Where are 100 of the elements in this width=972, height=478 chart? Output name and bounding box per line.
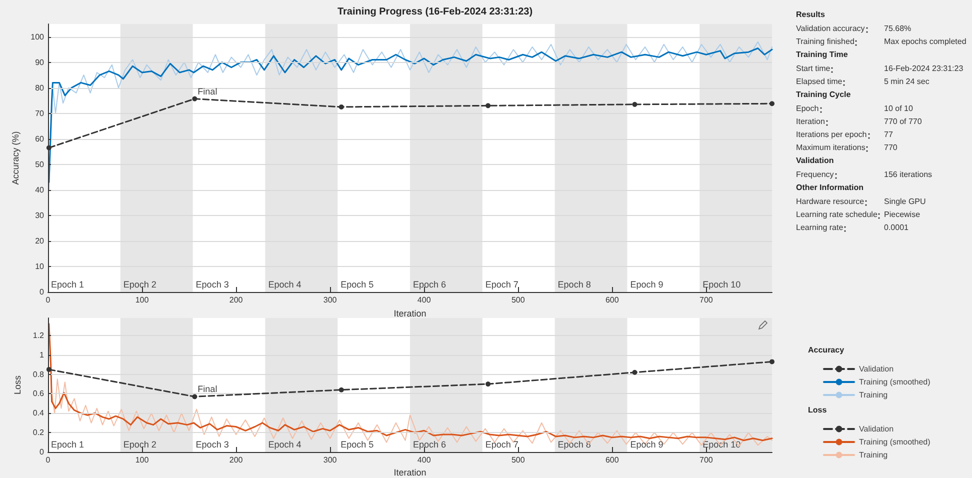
chart-title: Training Progress (16-Feb-2024 23:31:23)	[337, 6, 533, 18]
x-tick-label: 600	[605, 456, 620, 464]
text: 5 min 24 sec	[884, 76, 930, 88]
category-label: Maximum iterations	[796, 142, 866, 154]
x-tick-label: 0	[46, 296, 51, 304]
annotation: Epoch 9	[630, 280, 664, 290]
annotation: Epoch 3	[196, 280, 229, 290]
text: Training Time	[796, 49, 849, 61]
y-tick-label: 90	[35, 58, 45, 67]
text: 16-Feb-2024 23:31:23	[884, 63, 964, 75]
y-tick-label: 50	[35, 160, 45, 169]
annotation: Final	[198, 86, 218, 96]
y-tick-label: 1.2	[32, 330, 45, 340]
x-tick-label: 300	[323, 456, 338, 464]
x-tick-label: 700	[700, 456, 714, 464]
text: Validation	[796, 155, 835, 167]
x-axis-title: Iteration	[394, 308, 426, 318]
annotation: Epoch 1	[51, 280, 84, 290]
y-tick-label: 10	[35, 262, 45, 271]
x-tick-label: 300	[323, 296, 338, 304]
legend-label: Training (smoothed)	[859, 438, 931, 446]
annotation: Epoch 3	[196, 440, 229, 450]
x-tick-label: 200	[229, 456, 244, 464]
text: 77	[884, 129, 893, 141]
x-tick-label: 0	[46, 456, 51, 464]
point	[46, 145, 52, 150]
band-label: Epoch 8	[558, 280, 591, 290]
category-label: Learning rate	[796, 222, 844, 234]
y-tick-label: 0.6	[32, 389, 45, 398]
legend-label: Training	[859, 390, 888, 400]
legend-label: Validation	[859, 364, 894, 374]
point	[632, 102, 638, 107]
text: 75.68%	[884, 23, 912, 35]
band-label: Epoch 4	[268, 440, 302, 450]
text: Piecewise	[884, 209, 920, 221]
text: Max epochs completed	[884, 36, 966, 48]
legend-title: Loss	[808, 406, 828, 414]
x-tick-label: 200	[229, 296, 244, 304]
y-tick-label: 0.2	[32, 428, 45, 438]
category-label: Start time	[796, 63, 830, 75]
point	[338, 104, 344, 110]
y-axis-title: Loss	[12, 374, 22, 395]
x-tick-label: 100	[135, 456, 150, 464]
y-tick-label: 0.4	[32, 408, 45, 418]
annotation: Epoch 1	[51, 440, 84, 450]
legend-label: Training (smoothed)	[859, 378, 931, 386]
text: Results	[796, 9, 826, 21]
x-tick-label: 500	[511, 296, 526, 304]
y-tick-label: 60	[35, 134, 45, 144]
y-tick-label: 0	[40, 448, 45, 456]
legend-title: Accuracy	[808, 346, 845, 354]
annotation: Epoch 5	[340, 440, 374, 450]
category-label: Training finished	[796, 36, 854, 48]
text: Other Information	[796, 182, 865, 194]
point	[486, 103, 491, 108]
point	[192, 96, 198, 102]
text: Training Cycle	[796, 89, 852, 101]
y-tick-label: 0	[40, 288, 45, 296]
x-tick-label: 700	[700, 296, 714, 304]
legend-label: Validation	[859, 424, 894, 434]
y-tick-label: 100	[30, 32, 45, 42]
x-tick-label: 400	[417, 456, 432, 464]
point	[338, 387, 344, 392]
band-label: Epoch 2	[123, 440, 156, 450]
x-tick-label: 100	[135, 296, 150, 304]
category-label: Iterations per epoch	[796, 129, 867, 141]
band-label: Epoch 2	[123, 280, 156, 290]
point	[770, 359, 774, 364]
y-tick-label: 30	[35, 210, 45, 220]
category-label: Iteration	[796, 116, 825, 128]
x-tick-label: 500	[511, 456, 526, 464]
text: 0.0001	[884, 222, 908, 234]
annotation: Epoch 9	[630, 440, 664, 450]
category-label: Validation accuracy	[796, 23, 865, 35]
category-label: Frequency	[796, 169, 834, 181]
category-label: Hardware resource	[796, 196, 864, 208]
y-tick-label: 70	[35, 108, 45, 118]
text: 156 iterations	[884, 169, 932, 181]
band-label: Epoch 10	[702, 280, 741, 290]
point	[770, 101, 774, 106]
x-axis-title: Iteration	[394, 468, 426, 478]
point	[632, 370, 638, 375]
point	[486, 382, 491, 387]
y-axis-title: Accuracy (%)	[10, 131, 20, 185]
x-tick-label: 400	[417, 296, 432, 304]
category-label: Learning rate schedule	[796, 209, 878, 221]
annotation: Final	[198, 384, 218, 394]
text: 770	[884, 142, 898, 154]
annotation: Epoch 7	[485, 280, 518, 290]
band-label: Epoch 6	[413, 280, 446, 290]
text: 770 of 770	[884, 116, 922, 128]
y-tick-label: 80	[35, 83, 45, 92]
y-tick-label: 1	[40, 350, 45, 360]
text: Single GPU	[884, 196, 926, 208]
category-label: Elapsed time	[796, 76, 842, 88]
band-label: Epoch 6	[413, 440, 446, 450]
y-tick-label: 0.8	[32, 370, 45, 379]
band-label: Epoch 4	[268, 280, 302, 290]
point	[192, 394, 198, 400]
y-tick-label: 20	[35, 236, 45, 246]
